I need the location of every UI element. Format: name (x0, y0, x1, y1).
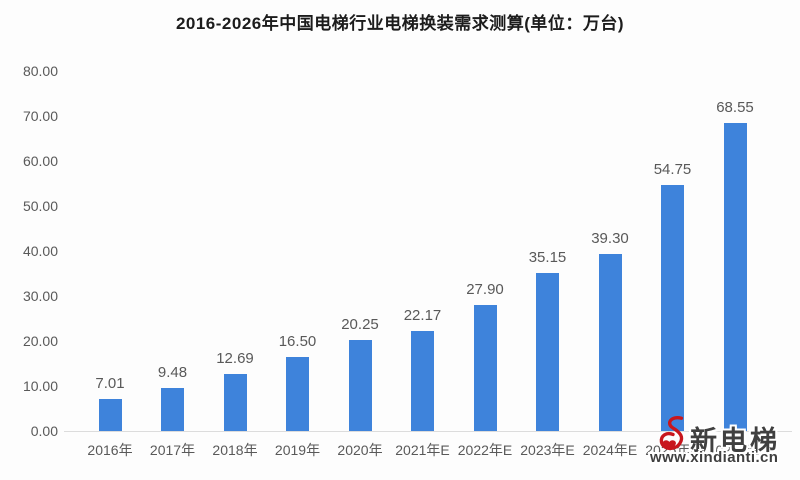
bar-2019年 (286, 356, 309, 431)
x-axis-label: 2024年E (582, 442, 638, 458)
y-axis-tick-label: 60.00 (22, 153, 58, 169)
bar-value-label: 9.48 (157, 364, 188, 382)
chart-title: 2016-2026年中国电梯行业电梯换装需求测算(单位：万台) (175, 14, 625, 33)
y-axis-tick-label: 20.00 (22, 333, 58, 349)
bar-value-label: 68.55 (716, 98, 754, 116)
bar-value-label: 27.90 (466, 281, 504, 299)
bar-2021年E (411, 331, 434, 431)
bar-2024年E (598, 254, 622, 431)
y-axis-tick-label: 30.00 (22, 288, 58, 304)
y-axis-tick-label: 70.00 (22, 108, 58, 124)
y-axis-tick-label: 0.00 (30, 423, 58, 439)
bar-2016年 (98, 399, 122, 431)
x-axis-label: 2019年 (274, 442, 321, 458)
x-axis-label: 2021年E (395, 442, 450, 458)
y-axis-tick-label: 50.00 (22, 198, 58, 214)
y-axis-tick-label: 10.00 (22, 378, 58, 394)
x-axis-label: 2016年 (87, 442, 133, 458)
bar-value-label: 22.17 (403, 307, 442, 325)
bar-value-label: 54.75 (653, 160, 692, 178)
bar-value-label: 12.69 (216, 349, 254, 367)
x-axis-label: 2023年E (520, 442, 575, 458)
bar-value-label: 7.01 (95, 375, 125, 393)
x-axis-label: 2022年E (457, 442, 513, 458)
bar-2018年 (223, 373, 247, 431)
bar-2026年E (723, 122, 747, 431)
bar-value-label: 20.25 (341, 315, 379, 333)
bar-2020年 (348, 339, 372, 431)
bar-2023年E (536, 272, 559, 431)
x-axis-line (64, 431, 792, 432)
x-axis-label: 2017年 (149, 442, 196, 458)
x-axis-label: 2026年E (707, 442, 763, 458)
bar-value-label: 39.30 (591, 230, 629, 248)
bar-2025年E (661, 184, 684, 431)
x-axis-label: 2020年 (337, 442, 383, 458)
bar-2017年 (161, 388, 184, 431)
y-axis-tick-label: 80.00 (22, 63, 58, 79)
bar-value-label: 35.15 (528, 248, 567, 266)
y-axis-tick-label: 40.00 (22, 243, 58, 259)
x-axis-label: 2018年 (212, 442, 258, 458)
bar-2022年E (473, 305, 497, 431)
bar-value-label: 16.50 (278, 332, 317, 350)
